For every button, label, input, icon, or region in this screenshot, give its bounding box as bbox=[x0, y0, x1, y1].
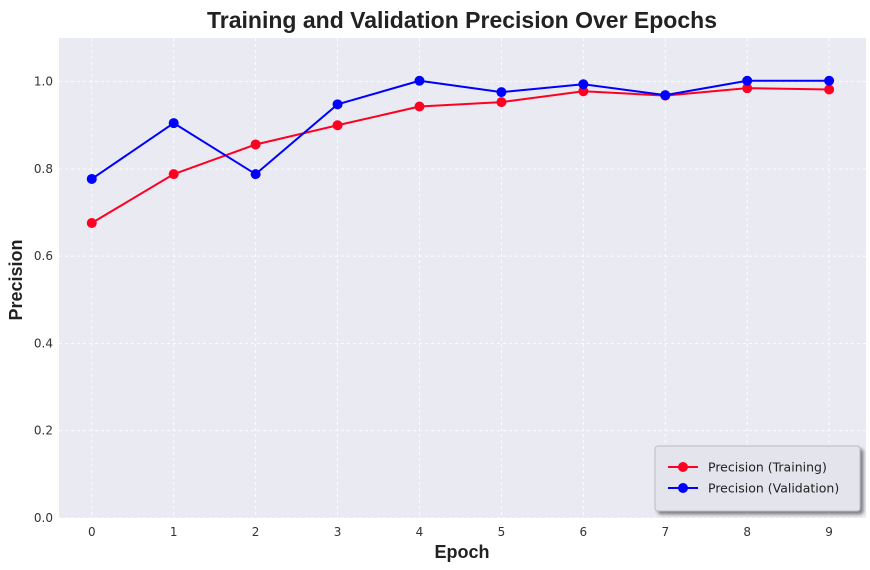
data-point bbox=[824, 84, 835, 95]
x-axis-label: Epoch bbox=[434, 542, 489, 562]
data-point bbox=[168, 169, 179, 180]
data-point bbox=[496, 87, 507, 98]
y-axis-ticks: 0.0 0.2 0.4 0.6 0.8 1.0 bbox=[34, 75, 53, 525]
legend-marker-swatch bbox=[678, 483, 688, 493]
x-tick-label: 6 bbox=[580, 525, 588, 539]
data-point bbox=[168, 118, 179, 129]
data-point bbox=[824, 75, 835, 86]
legend-item: Precision (Validation) bbox=[668, 481, 839, 496]
y-tick-label: 0.4 bbox=[34, 336, 53, 350]
series-line bbox=[91, 87, 830, 224]
plot-area bbox=[59, 38, 866, 518]
data-point bbox=[414, 101, 425, 112]
series-validation bbox=[86, 75, 835, 184]
legend-item: Precision (Training) bbox=[668, 460, 827, 475]
x-tick-label: 0 bbox=[88, 525, 96, 539]
y-tick-label: 0.0 bbox=[34, 511, 53, 525]
chart-title: Training and Validation Precision Over E… bbox=[207, 7, 717, 33]
series-lines bbox=[86, 75, 835, 229]
x-tick-label: 2 bbox=[252, 525, 260, 539]
data-point bbox=[250, 169, 261, 180]
data-point bbox=[578, 86, 589, 97]
data-point bbox=[496, 97, 507, 108]
x-axis-ticks: 0 1 2 3 4 5 6 7 8 9 bbox=[88, 525, 833, 539]
legend-label: Precision (Training) bbox=[708, 460, 827, 475]
y-tick-label: 1.0 bbox=[34, 75, 53, 89]
legend: Precision (Training) Precision (Validatio… bbox=[654, 445, 861, 512]
x-tick-label: 5 bbox=[498, 525, 506, 539]
legend-box bbox=[654, 445, 861, 512]
y-tick-label: 0.2 bbox=[34, 424, 53, 438]
data-point bbox=[332, 120, 343, 131]
data-point bbox=[86, 173, 97, 184]
data-point bbox=[250, 139, 261, 150]
grid-lines bbox=[59, 38, 866, 519]
x-tick-label: 8 bbox=[743, 525, 751, 539]
data-point bbox=[742, 75, 753, 86]
data-point bbox=[332, 99, 343, 110]
x-tick-label: 4 bbox=[416, 525, 424, 539]
x-tick-label: 7 bbox=[661, 525, 669, 539]
y-axis-label: Precision bbox=[6, 239, 26, 320]
x-tick-label: 3 bbox=[334, 525, 342, 539]
x-tick-label: 9 bbox=[825, 525, 833, 539]
series-line bbox=[91, 79, 830, 180]
legend-label: Precision (Validation) bbox=[708, 481, 839, 496]
legend-items: Precision (Training) Precision (Validatio… bbox=[668, 460, 839, 496]
legend-marker-swatch bbox=[678, 462, 688, 472]
data-point bbox=[660, 90, 671, 101]
data-point bbox=[742, 83, 753, 94]
data-point bbox=[86, 218, 97, 229]
y-tick-label: 0.6 bbox=[34, 249, 53, 263]
x-tick-label: 1 bbox=[170, 525, 178, 539]
data-point bbox=[578, 79, 589, 90]
data-point bbox=[414, 75, 425, 86]
y-tick-label: 0.8 bbox=[34, 162, 53, 176]
